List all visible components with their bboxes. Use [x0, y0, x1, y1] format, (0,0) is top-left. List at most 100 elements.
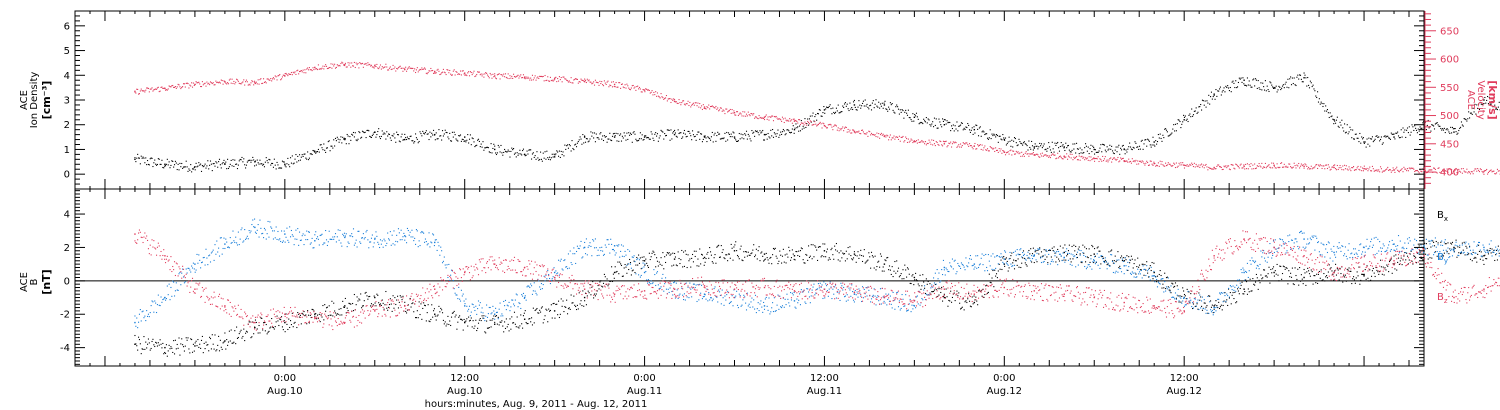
top-velocity-series-dot [1087, 159, 1089, 161]
top-density-series-dot [1057, 141, 1059, 144]
bottom-series-bx-dot [397, 307, 400, 309]
top-density-series-dot [1062, 144, 1064, 146]
top-velocity-series-dot [1469, 171, 1471, 173]
top-velocity-series-dot [833, 125, 835, 127]
bottom-series-bx-dot [1067, 253, 1069, 255]
top-velocity-series-dot [135, 92, 137, 94]
bottom-series-bx-dot [202, 352, 204, 354]
top-velocity-series-dot [1308, 168, 1311, 170]
bottom-series-bx-point-25 [883, 263, 886, 265]
top-density-series-dot [1210, 91, 1213, 93]
top-density-series-dot [956, 121, 958, 123]
top-density-series-dot [361, 130, 364, 132]
bottom-series-bx-dot [361, 307, 363, 309]
top-density-series-point-4 [254, 161, 256, 163]
top-velocity-series-dot [778, 118, 780, 120]
bottom-series-bx-dot [400, 296, 402, 298]
top-velocity-series-point-22 [793, 120, 796, 122]
top-density-series-dot [1449, 132, 1451, 134]
bottom-series-bx-dot [451, 312, 453, 314]
top-velocity-series-dot [1348, 166, 1350, 168]
top-velocity-series-dot [790, 120, 792, 122]
bottom-series-bx-dot [1025, 264, 1027, 266]
bottom-series-bx-dot [425, 320, 427, 322]
top-velocity-series-dot [1466, 168, 1468, 170]
top-density-series-dot [1248, 80, 1250, 82]
top-velocity-series-dot [997, 151, 999, 153]
top-density-series-dot [493, 143, 495, 145]
bottom-series-bx-dot [147, 338, 149, 340]
top-velocity-series-dot [1459, 170, 1461, 172]
top-density-series-dot [307, 159, 310, 161]
top-density-series-dot [337, 138, 339, 140]
top-density-series-dot [1233, 82, 1235, 84]
top-velocity-series-dot [734, 114, 736, 116]
top-velocity-series-dot [1280, 162, 1282, 165]
top-density-series-dot [305, 157, 307, 159]
bottom-series-bx-dot [647, 266, 650, 268]
top-density-series-dot [1051, 141, 1053, 143]
top-velocity-series-dot [767, 116, 769, 118]
top-velocity-series-dot [1465, 171, 1467, 173]
top-density-series-dot [441, 130, 444, 132]
top-density-series-dot [799, 125, 801, 127]
top-density-series-dot [1290, 84, 1293, 86]
top-density-series-dot [1274, 87, 1276, 89]
top-density-series-dot [450, 140, 452, 142]
top-density-series-dot [1261, 89, 1263, 91]
top-velocity-series-dot [1493, 170, 1495, 172]
top-velocity-series-dot [1492, 170, 1494, 172]
top-velocity-series-dot [558, 76, 560, 78]
top-velocity-series-dot [164, 89, 167, 91]
bottom-series-bx-dot [925, 278, 927, 280]
bottom-series-bx-point-26 [913, 276, 916, 279]
top-velocity-series-dot [440, 73, 442, 75]
bottom-series-bx-dot [183, 350, 185, 352]
bottom-series-bx-dot [388, 303, 391, 306]
top-velocity-series-dot [1413, 168, 1415, 170]
top-velocity-series-dot [519, 75, 521, 77]
top-velocity-series-dot [971, 146, 973, 148]
top-velocity-series-dot [919, 141, 921, 143]
top-density-series-dot [921, 122, 923, 124]
top-velocity-series-dot [889, 134, 891, 136]
bottom-series-bx-dot [709, 247, 711, 249]
top-velocity-series-dot [209, 84, 211, 86]
bottom-series-bx-point-10 [434, 313, 436, 315]
top-density-series-dot [275, 168, 277, 170]
bottom-series-bx-dot [1009, 257, 1011, 260]
top-velocity-series-dot [842, 126, 844, 128]
top-density-series-dot [1359, 132, 1361, 135]
top-density-series-dot [201, 164, 203, 167]
top-velocity-series-dot [633, 87, 635, 89]
top-velocity-series-dot [345, 66, 347, 68]
bottom-series-bx-dot [951, 296, 953, 299]
top-density-series-dot [1281, 85, 1284, 87]
bottom-series-bx-dot [314, 315, 316, 317]
bottom-series-bx-dot [289, 320, 292, 322]
bottom-series-bx-point-5 [284, 321, 286, 324]
top-velocity-series-dot [1415, 170, 1418, 172]
top-velocity-series-dot [709, 106, 712, 108]
bottom-series-bx-dot [1028, 249, 1030, 252]
top-density-series-dot [609, 132, 611, 134]
bottom-series-bx-dot [827, 259, 829, 261]
top-density-series-dot [1361, 138, 1364, 140]
top-velocity-series-dot [827, 124, 829, 126]
top-density-series-point-15 [583, 136, 586, 138]
top-velocity-series-dot [522, 74, 525, 76]
top-density-series-dot [1091, 151, 1093, 153]
top-density-series-dot [958, 125, 960, 127]
top-velocity-series-dot [443, 71, 445, 73]
top-velocity-series-dot [531, 74, 534, 76]
bottom-series-bx-dot [506, 326, 508, 328]
top-velocity-series-dot [1385, 168, 1387, 171]
bottom-series-bx-dot [273, 328, 275, 330]
bottom-series-bx-dot [726, 254, 728, 256]
top-density-series-dot [189, 169, 191, 171]
bottom-series-bx-dot [835, 242, 837, 245]
bottom-series-bx-dot [152, 338, 154, 340]
bottom-series-bx-dot [1037, 249, 1039, 251]
bottom-frame-rect [74, 188, 1425, 367]
bottom-series-bx-dot [1106, 264, 1108, 266]
